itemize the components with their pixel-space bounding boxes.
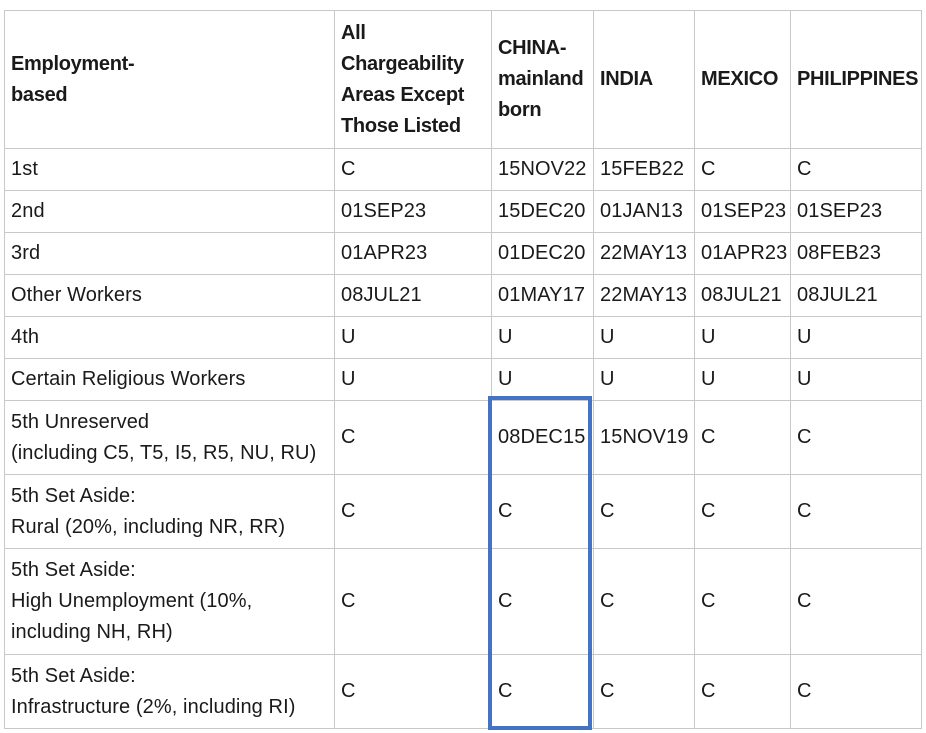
category-cell: 4th [4, 316, 335, 359]
all-chargeability-cell: 08JUL21 [334, 274, 492, 317]
all-chargeability-cell: U [334, 358, 492, 401]
header-row: Employment- based All Chargeability Area… [4, 10, 922, 149]
china-cell: 15NOV22 [491, 148, 594, 191]
visa-bulletin-table: Employment- based All Chargeability Area… [4, 10, 922, 729]
category-cell: Certain Religious Workers [4, 358, 335, 401]
china-cell: C [491, 548, 594, 655]
category-cell: 5th Set Aside: Infrastructure (2%, inclu… [4, 654, 335, 729]
all-chargeability-cell: C [334, 148, 492, 191]
table-row: 1st C 15NOV22 15FEB22 C C [4, 148, 922, 191]
category-cell: 1st [4, 148, 335, 191]
philippines-cell: U [790, 316, 922, 359]
india-cell: C [593, 474, 695, 549]
china-cell: C [491, 474, 594, 549]
india-cell: C [593, 654, 695, 729]
india-cell: U [593, 316, 695, 359]
table-row: Other Workers 08JUL21 01MAY17 22MAY13 08… [4, 274, 922, 317]
header-all-chargeability: All Chargeability Areas Except Those Lis… [334, 10, 492, 149]
china-cell: 01MAY17 [491, 274, 594, 317]
china-cell: 15DEC20 [491, 190, 594, 233]
all-chargeability-cell: U [334, 316, 492, 359]
category-cell: Other Workers [4, 274, 335, 317]
category-cell: 5th Unreserved (including C5, T5, I5, R5… [4, 400, 335, 475]
mexico-cell: U [694, 316, 791, 359]
philippines-cell: 01SEP23 [790, 190, 922, 233]
mexico-cell: C [694, 654, 791, 729]
philippines-cell: C [790, 474, 922, 549]
table-row: 5th Set Aside: Rural (20%, including NR,… [4, 474, 922, 549]
header-mexico: MEXICO [694, 10, 791, 149]
header-india: INDIA [593, 10, 695, 149]
mexico-cell: C [694, 548, 791, 655]
all-chargeability-cell: 01APR23 [334, 232, 492, 275]
all-chargeability-cell: C [334, 474, 492, 549]
philippines-cell: C [790, 654, 922, 729]
china-cell: U [491, 316, 594, 359]
category-cell: 5th Set Aside: Rural (20%, including NR,… [4, 474, 335, 549]
mexico-cell: 01APR23 [694, 232, 791, 275]
india-cell: 22MAY13 [593, 274, 695, 317]
philippines-cell: C [790, 148, 922, 191]
table-row: 5th Unreserved (including C5, T5, I5, R5… [4, 400, 922, 475]
india-cell: U [593, 358, 695, 401]
table-row: 2nd 01SEP23 15DEC20 01JAN13 01SEP23 01SE… [4, 190, 922, 233]
category-cell: 5th Set Aside: High Unemployment (10%, i… [4, 548, 335, 655]
philippines-cell: C [790, 548, 922, 655]
table-row: 3rd 01APR23 01DEC20 22MAY13 01APR23 08FE… [4, 232, 922, 275]
table-row: Certain Religious Workers U U U U U [4, 358, 922, 401]
philippines-cell: 08FEB23 [790, 232, 922, 275]
philippines-cell: 08JUL21 [790, 274, 922, 317]
mexico-cell: 01SEP23 [694, 190, 791, 233]
all-chargeability-cell: C [334, 654, 492, 729]
category-cell: 2nd [4, 190, 335, 233]
all-chargeability-cell: C [334, 400, 492, 475]
table-row: 5th Set Aside: High Unemployment (10%, i… [4, 548, 922, 655]
philippines-cell: C [790, 400, 922, 475]
table-row: 4th U U U U U [4, 316, 922, 359]
mexico-cell: U [694, 358, 791, 401]
all-chargeability-cell: 01SEP23 [334, 190, 492, 233]
table-row: 5th Set Aside: Infrastructure (2%, inclu… [4, 654, 922, 729]
philippines-cell: U [790, 358, 922, 401]
india-cell: 01JAN13 [593, 190, 695, 233]
mexico-cell: 08JUL21 [694, 274, 791, 317]
china-cell: C [491, 654, 594, 729]
header-china: CHINA- mainland born [491, 10, 594, 149]
india-cell: C [593, 548, 695, 655]
category-cell: 3rd [4, 232, 335, 275]
india-cell: 15NOV19 [593, 400, 695, 475]
mexico-cell: C [694, 148, 791, 191]
mexico-cell: C [694, 400, 791, 475]
india-cell: 15FEB22 [593, 148, 695, 191]
china-cell: 01DEC20 [491, 232, 594, 275]
india-cell: 22MAY13 [593, 232, 695, 275]
china-cell: U [491, 358, 594, 401]
header-employment-based: Employment- based [4, 10, 335, 149]
mexico-cell: C [694, 474, 791, 549]
all-chargeability-cell: C [334, 548, 492, 655]
header-philippines: PHILIPPINES [790, 10, 922, 149]
china-cell: 08DEC15 [491, 400, 594, 475]
